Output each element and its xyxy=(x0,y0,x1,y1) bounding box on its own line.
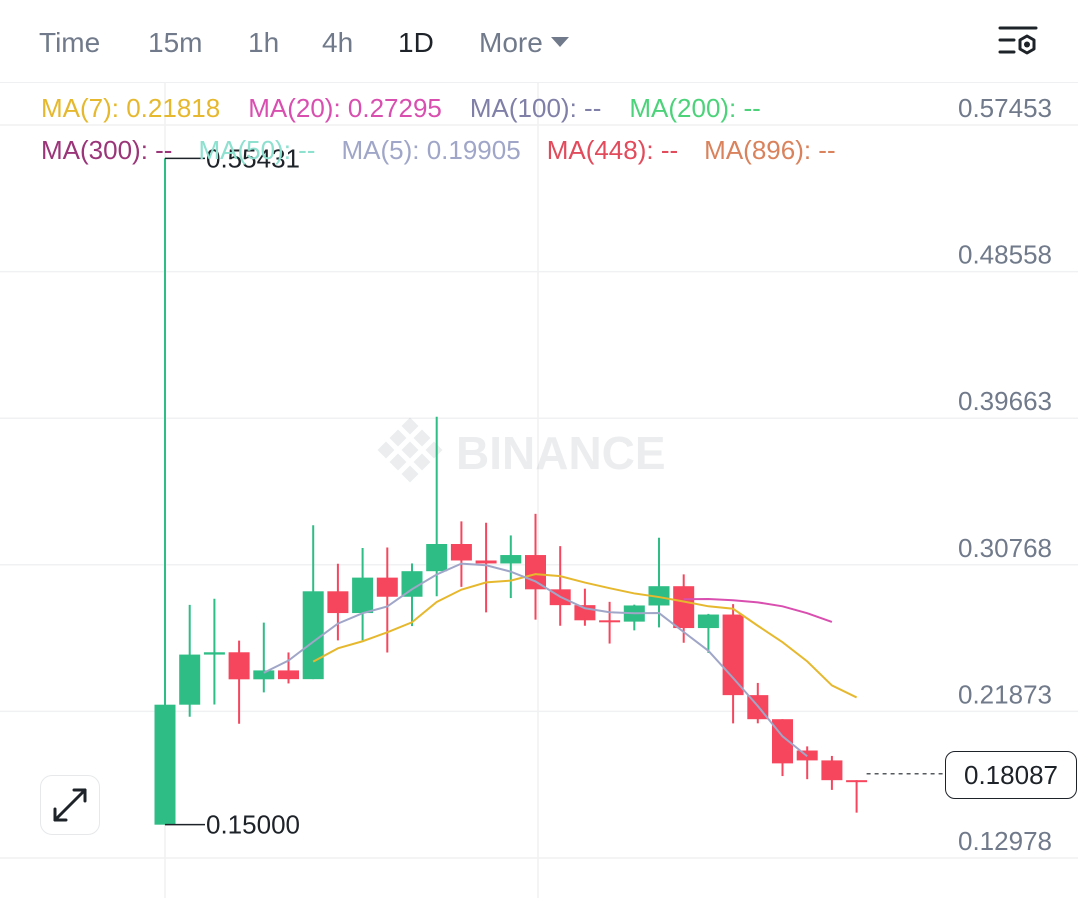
y-tick-label: 0.39663 xyxy=(958,386,1052,416)
binance-logo-icon xyxy=(377,417,443,483)
chart-settings-button[interactable] xyxy=(996,22,1040,62)
tab-more-label: More xyxy=(479,27,543,58)
tab-15m[interactable]: 15m xyxy=(148,27,203,58)
expand-chart-button[interactable] xyxy=(40,775,100,835)
y-tick-label: 0.12978 xyxy=(958,826,1052,856)
candle-body xyxy=(327,591,349,614)
candle-body xyxy=(475,560,497,564)
candle-body xyxy=(450,544,472,561)
y-tick-label: 0.21873 xyxy=(958,679,1052,709)
ma-legend-item: MA(200): -- xyxy=(629,93,761,123)
candle-body xyxy=(525,555,546,590)
candle-body xyxy=(302,591,324,680)
candle-body xyxy=(846,780,868,783)
candle-body xyxy=(154,704,176,825)
ma20-line xyxy=(683,598,833,623)
ma-legend-item: MA(300): -- xyxy=(41,135,173,165)
watermark-text: BINANCE xyxy=(456,427,666,479)
candle-body xyxy=(228,652,250,680)
candle-body xyxy=(376,577,398,597)
candle-body xyxy=(821,760,843,781)
candlestick-chart[interactable]: 0.57453 0.48558 0.39663 0.30768 0.21873 0.129… xyxy=(0,83,1078,898)
timeframe-toolbar: Time 15m 1h 4h 1D More xyxy=(0,0,1078,83)
candle-body xyxy=(179,654,201,705)
y-tick-label: 0.57453 xyxy=(958,93,1052,123)
tab-time[interactable]: Time xyxy=(39,27,101,58)
candle-body xyxy=(648,586,670,606)
tab-1h[interactable]: 1h xyxy=(248,27,280,58)
ma-legend-row-2: MA(300): -- MA(50): -- MA(5): 0.19905 MA(44… xyxy=(41,135,862,165)
binance-watermark: BINANCE xyxy=(377,417,666,483)
y-tick-label: 0.30768 xyxy=(958,533,1052,563)
caret-down-icon xyxy=(550,36,569,47)
candle-body xyxy=(401,571,423,597)
ma5-line xyxy=(263,562,808,758)
ma-legend-item: MA(50): -- xyxy=(198,135,316,165)
high-price-label: 0.55431 xyxy=(206,143,300,173)
candle-body xyxy=(599,620,621,623)
ma-legend-item: MA(7): 0.21818 xyxy=(41,93,221,123)
candle-body xyxy=(278,670,299,680)
candle-body xyxy=(426,544,448,572)
candle-body xyxy=(673,586,695,629)
chart-settings-icon xyxy=(998,26,1038,55)
candle-body xyxy=(722,614,744,696)
y-tick-label: 0.48558 xyxy=(958,240,1052,270)
ma-legend-item: MA(100): -- xyxy=(469,93,602,123)
candle-body xyxy=(500,555,522,564)
ma-legend-item: MA(20): 0.27295 xyxy=(248,93,442,123)
candle-body xyxy=(697,614,719,629)
candle-body xyxy=(352,577,374,614)
candle-body xyxy=(203,652,225,655)
ma-legend-item: MA(896): -- xyxy=(704,135,836,165)
kline-chart[interactable]: 0.57453 0.48558 0.39663 0.30768 0.21873 0.129… xyxy=(0,83,1078,898)
expand-arrows-icon xyxy=(53,788,87,822)
low-price-label: 0.15000 xyxy=(206,810,300,840)
ma7-line xyxy=(312,573,858,699)
candle-body xyxy=(253,670,275,680)
tab-1d[interactable]: 1D xyxy=(398,27,434,58)
tab-4h[interactable]: 4h xyxy=(322,27,354,58)
ma-legend-row-1: MA(7): 0.21818 MA(20): 0.27295 MA(100): --… xyxy=(41,93,789,123)
ma-legend-item: MA(5): 0.19905 xyxy=(341,135,521,165)
current-price-label: 0.18087 xyxy=(945,750,1077,799)
ma-legend-item: MA(448): -- xyxy=(546,135,679,165)
tab-more[interactable]: More xyxy=(479,26,569,60)
